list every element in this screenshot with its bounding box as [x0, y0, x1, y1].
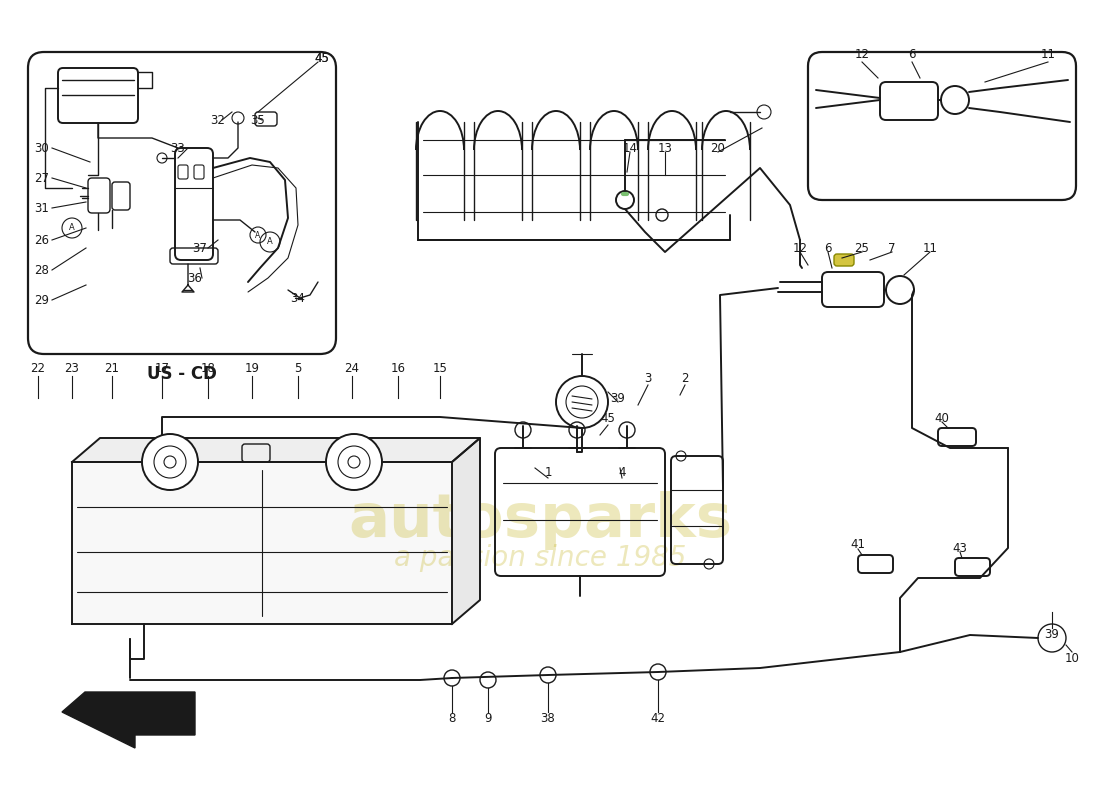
- Circle shape: [326, 434, 382, 490]
- Text: 19: 19: [244, 362, 260, 374]
- Text: 8: 8: [449, 711, 455, 725]
- Text: 17: 17: [154, 362, 169, 374]
- Text: 21: 21: [104, 362, 120, 374]
- Text: 36: 36: [188, 271, 202, 285]
- Text: 29: 29: [34, 294, 50, 306]
- Text: 3: 3: [645, 371, 651, 385]
- Text: 32: 32: [210, 114, 225, 126]
- Text: 12: 12: [855, 49, 869, 62]
- Text: 45: 45: [315, 51, 329, 65]
- Text: 6: 6: [909, 49, 915, 62]
- Text: 35: 35: [251, 114, 265, 126]
- Text: 34: 34: [290, 291, 306, 305]
- Text: 10: 10: [1065, 651, 1079, 665]
- Text: 37: 37: [192, 242, 208, 254]
- Text: 26: 26: [34, 234, 50, 246]
- Text: A: A: [267, 238, 273, 246]
- Text: a passion since 1985: a passion since 1985: [394, 544, 686, 572]
- Text: 2: 2: [681, 371, 689, 385]
- Polygon shape: [72, 438, 480, 462]
- Text: 25: 25: [855, 242, 869, 254]
- Text: 45: 45: [315, 51, 329, 65]
- Text: 38: 38: [540, 711, 556, 725]
- Text: 14: 14: [623, 142, 638, 154]
- Text: 39: 39: [610, 391, 626, 405]
- Text: 5: 5: [295, 362, 301, 374]
- Text: A: A: [255, 230, 261, 239]
- Text: 6: 6: [824, 242, 832, 254]
- Text: A: A: [69, 223, 75, 233]
- Text: 15: 15: [432, 362, 448, 374]
- Text: 7: 7: [889, 242, 895, 254]
- Text: autosparks: autosparks: [348, 490, 733, 550]
- Text: 4: 4: [618, 466, 626, 478]
- Text: 13: 13: [658, 142, 672, 154]
- Text: 23: 23: [65, 362, 79, 374]
- Polygon shape: [72, 462, 452, 624]
- Text: 43: 43: [953, 542, 967, 554]
- FancyBboxPatch shape: [834, 254, 854, 266]
- Text: 27: 27: [34, 171, 50, 185]
- Text: 39: 39: [1045, 629, 1059, 642]
- Text: 45: 45: [601, 411, 615, 425]
- Text: 12: 12: [792, 242, 807, 254]
- Text: 24: 24: [344, 362, 360, 374]
- Text: 22: 22: [31, 362, 45, 374]
- Text: 20: 20: [711, 142, 725, 154]
- Text: 9: 9: [484, 711, 492, 725]
- Text: 33: 33: [170, 142, 186, 154]
- Text: 42: 42: [650, 711, 666, 725]
- Text: 28: 28: [34, 263, 50, 277]
- Text: US - CD: US - CD: [147, 365, 217, 383]
- Text: 18: 18: [200, 362, 216, 374]
- Circle shape: [142, 434, 198, 490]
- Text: 31: 31: [34, 202, 50, 214]
- Text: 30: 30: [34, 142, 50, 154]
- Text: 1: 1: [544, 466, 552, 478]
- Text: 11: 11: [1041, 49, 1056, 62]
- Text: 40: 40: [935, 411, 949, 425]
- Text: 41: 41: [850, 538, 866, 551]
- Polygon shape: [62, 692, 195, 748]
- Text: 11: 11: [923, 242, 937, 254]
- Polygon shape: [452, 438, 480, 624]
- Text: 16: 16: [390, 362, 406, 374]
